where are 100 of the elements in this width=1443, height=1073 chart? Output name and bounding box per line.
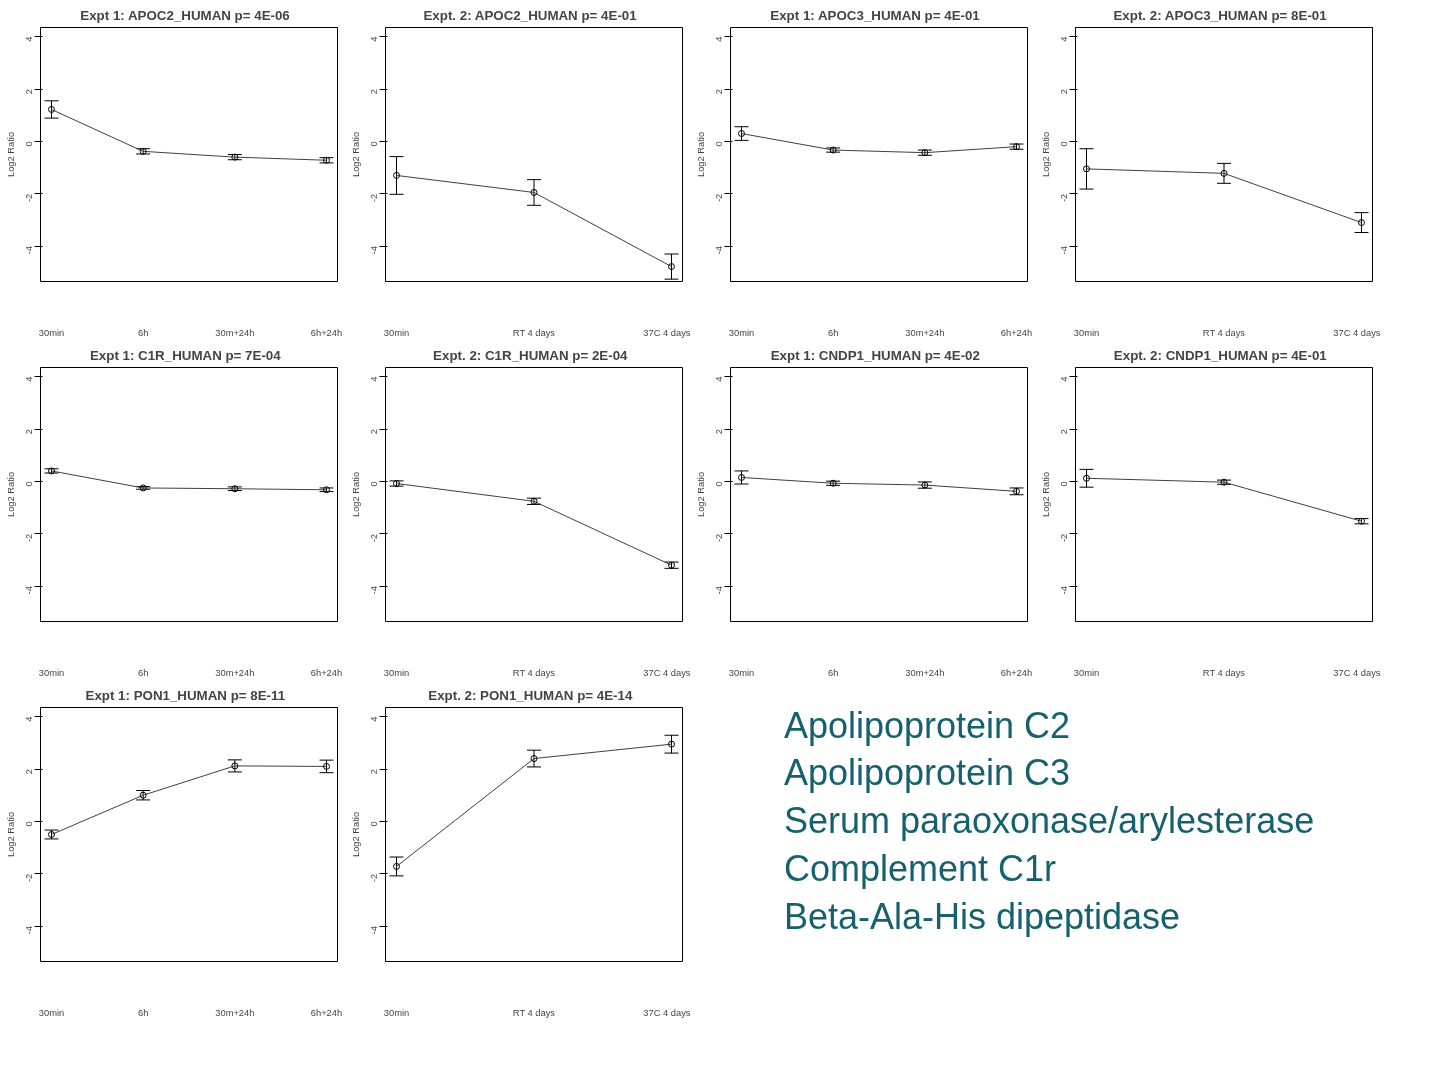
y-axis-title: Log2 Ratio (350, 131, 361, 178)
chart-title: Expt. 2: C1R_HUMAN p= 2E-04 (433, 347, 629, 363)
y-tick-label: -2 (24, 533, 35, 543)
y-tick-label: -2 (24, 873, 35, 883)
x-tick-label: 6h+24h (310, 327, 343, 338)
y-tick-label: 2 (24, 429, 35, 435)
y-tick-label: -2 (369, 193, 380, 203)
x-tick-label: RT 4 days (1202, 327, 1246, 338)
x-tick-label: 30min (1073, 667, 1100, 678)
y-tick-label: 0 (369, 141, 380, 147)
y-tick-label: -4 (24, 926, 35, 935)
chart-title: Expt 1: APOC3_HUMAN p= 4E-01 (770, 7, 981, 23)
text: Apolipoprotein C3 (783, 752, 1071, 794)
y-tick-label: 4 (1059, 36, 1070, 42)
x-tick-label: RT 4 days (1202, 667, 1246, 678)
x-tick-label: 30m+24h (215, 1007, 255, 1018)
x-tick-label: 30min (38, 667, 65, 678)
y-tick-label: 0 (369, 481, 380, 487)
text: Apolipoprotein C2 (783, 704, 1071, 746)
y-tick-label: 4 (24, 36, 35, 42)
y-tick-label: 4 (714, 36, 725, 42)
y-tick-label: 2 (1059, 429, 1070, 435)
x-tick-label: 30min (383, 667, 410, 678)
y-tick-label: 0 (24, 141, 35, 147)
x-tick-label: 6h+24h (310, 667, 343, 678)
x-tick-label: 30m+24h (905, 327, 945, 338)
x-tick-label: 30min (383, 327, 410, 338)
y-tick-label: 0 (24, 821, 35, 827)
y-tick-label: -2 (1059, 533, 1070, 543)
y-tick-label: 4 (369, 716, 380, 722)
x-tick-label: 30min (728, 327, 755, 338)
x-tick-label: 37C 4 days (643, 327, 691, 338)
x-tick-label: 30min (383, 1007, 410, 1018)
y-axis-title: Log2 Ratio (5, 131, 16, 178)
chart-title: Expt. 2: CNDP1_HUMAN p= 4E-01 (1113, 347, 1328, 363)
x-tick-label: 6h+24h (1000, 667, 1033, 678)
y-axis-title: Log2 Ratio (1040, 471, 1051, 518)
y-tick-label: -4 (714, 246, 725, 255)
y-axis-title: Log2 Ratio (695, 471, 706, 518)
y-tick-label: -4 (24, 246, 35, 255)
y-axis-title: Log2 Ratio (350, 471, 361, 518)
y-tick-label: 4 (1059, 376, 1070, 382)
y-axis-title: Log2 Ratio (5, 811, 16, 858)
y-tick-label: 0 (24, 481, 35, 487)
y-tick-label: 2 (714, 429, 725, 435)
y-tick-label: -2 (714, 193, 725, 203)
y-axis-title: Log2 Ratio (1040, 131, 1051, 178)
y-tick-label: -4 (24, 586, 35, 595)
x-tick-label: 6h (827, 327, 839, 338)
y-tick-label: -4 (714, 586, 725, 595)
y-tick-label: 2 (369, 769, 380, 775)
y-tick-label: 2 (714, 89, 725, 95)
text: Beta-Ala-His dipeptidase (783, 896, 1181, 937)
y-tick-label: -4 (369, 586, 380, 595)
y-tick-label: -4 (369, 246, 380, 255)
y-tick-label: 4 (714, 376, 725, 382)
x-tick-label: RT 4 days (512, 327, 556, 338)
y-tick-label: -2 (714, 533, 725, 543)
text: Complement C1r (783, 848, 1056, 890)
chart-title: Expt. 2: APOC3_HUMAN p= 8E-01 (1113, 7, 1328, 23)
x-tick-label: 37C 4 days (1333, 327, 1381, 338)
y-tick-label: 4 (24, 376, 35, 382)
y-tick-label: 0 (369, 821, 380, 827)
x-tick-label: 30min (1073, 327, 1100, 338)
y-tick-label: 2 (1059, 89, 1070, 95)
y-tick-label: 2 (24, 769, 35, 775)
y-tick-label: 0 (1059, 481, 1070, 487)
y-tick-label: 0 (1059, 141, 1070, 147)
y-tick-label: 4 (369, 376, 380, 382)
y-tick-label: 4 (24, 716, 35, 722)
y-tick-label: -4 (1059, 586, 1070, 595)
y-tick-label: -2 (369, 533, 380, 543)
chart-title: Expt. 2: APOC2_HUMAN p= 4E-01 (423, 7, 638, 23)
chart-title: Expt 1: C1R_HUMAN p= 7E-04 (89, 347, 282, 363)
y-tick-label: 0 (714, 481, 725, 487)
text: Serum paraoxonase/arylesterase (783, 800, 1315, 842)
x-tick-label: 6h+24h (310, 1007, 343, 1018)
x-tick-label: 30m+24h (215, 667, 255, 678)
x-tick-label: 37C 4 days (643, 1007, 691, 1018)
x-tick-label: 6h (137, 327, 149, 338)
x-tick-label: 30min (38, 1007, 65, 1018)
y-tick-label: 2 (369, 89, 380, 95)
x-tick-label: RT 4 days (512, 667, 556, 678)
x-tick-label: 30min (38, 327, 65, 338)
chart-title: Expt. 2: PON1_HUMAN p= 4E-14 (428, 687, 633, 703)
chart-title: Expt 1: PON1_HUMAN p= 8E-11 (85, 687, 286, 703)
y-tick-label: -4 (369, 926, 380, 935)
y-tick-label: 4 (369, 36, 380, 42)
x-tick-label: 37C 4 days (1333, 667, 1381, 678)
x-tick-label: RT 4 days (512, 1007, 556, 1018)
y-tick-label: 2 (24, 89, 35, 95)
x-tick-label: 37C 4 days (643, 667, 691, 678)
x-tick-label: 6h (137, 1007, 149, 1018)
y-tick-label: -2 (24, 193, 35, 203)
x-tick-label: 6h+24h (1000, 327, 1033, 338)
y-axis-title: Log2 Ratio (350, 811, 361, 858)
x-tick-label: 6h (137, 667, 149, 678)
x-tick-label: 30m+24h (905, 667, 945, 678)
y-tick-label: -4 (1059, 246, 1070, 255)
x-tick-label: 30m+24h (215, 327, 255, 338)
